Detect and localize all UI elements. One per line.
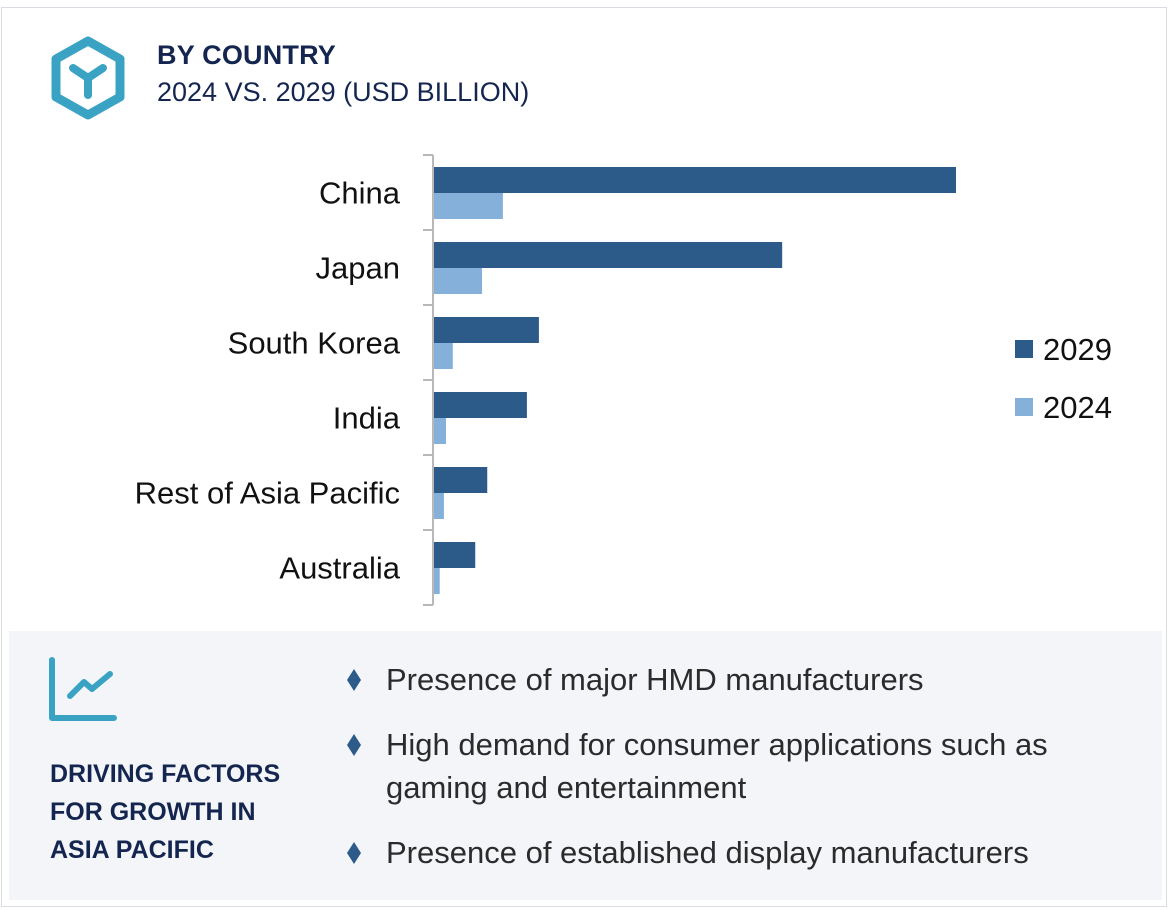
bar-2029-south-korea <box>434 317 539 343</box>
factor-item: High demand for consumer applications su… <box>345 723 1135 809</box>
legend-label-2029: 2029 <box>1043 332 1112 367</box>
chart-subtitle: 2024 VS. 2029 (USD BILLION) <box>157 77 530 107</box>
bar-2024-rest-of-asia-pacific <box>434 493 444 519</box>
category-label: China <box>319 176 401 211</box>
diamond-bullet-icon <box>347 669 361 691</box>
bar-2029-australia <box>434 542 476 568</box>
driving-factors-title-line: FOR GROWTH IN <box>50 798 256 826</box>
driving-factors-title-line: ASIA PACIFIC <box>50 836 214 864</box>
hexagon-y-icon <box>51 36 125 120</box>
bar-2024-india <box>434 418 447 444</box>
factor-text: Presence of major HMD manufacturers <box>386 662 924 697</box>
driving-factors-list: Presence of major HMD manufacturers High… <box>345 658 1135 896</box>
bar-2029-china <box>434 167 956 193</box>
factor-item: Presence of established display manufact… <box>345 831 1135 874</box>
legend-swatch-2024 <box>1015 398 1033 416</box>
bar-2024-china <box>434 193 503 219</box>
category-label: India <box>333 401 401 436</box>
chart-title: BY COUNTRY <box>157 40 337 70</box>
bar-2029-japan <box>434 242 783 268</box>
factor-text: High demand for consumer applications su… <box>386 727 1048 805</box>
bar-2024-south-korea <box>434 343 453 369</box>
driving-factors-title: DRIVING FACTORS FOR GROWTH IN ASIA PACIF… <box>50 755 280 869</box>
legend-swatch-2029 <box>1015 340 1033 358</box>
legend-label-2024: 2024 <box>1043 390 1112 425</box>
category-label: Japan <box>316 251 400 286</box>
factor-text: Presence of established display manufact… <box>386 835 1029 870</box>
diamond-bullet-icon <box>347 842 361 864</box>
trend-line-chart-icon <box>49 657 117 721</box>
bar-2029-india <box>434 392 527 418</box>
category-label: South Korea <box>228 326 401 361</box>
bar-chart: China Japan South Korea India Rest of Asia P… <box>135 154 1112 606</box>
bar-2024-japan <box>434 268 483 294</box>
bar-2024-australia <box>434 568 440 594</box>
driving-factors-panel <box>9 631 1162 900</box>
diamond-bullet-icon <box>347 734 361 756</box>
bar-2029-rest-of-asia-pacific <box>434 467 488 493</box>
category-label: Rest of Asia Pacific <box>135 476 400 511</box>
driving-factors-title-line: DRIVING FACTORS <box>50 760 281 788</box>
category-label: Australia <box>279 551 400 586</box>
factor-item: Presence of major HMD manufacturers <box>345 658 1135 701</box>
